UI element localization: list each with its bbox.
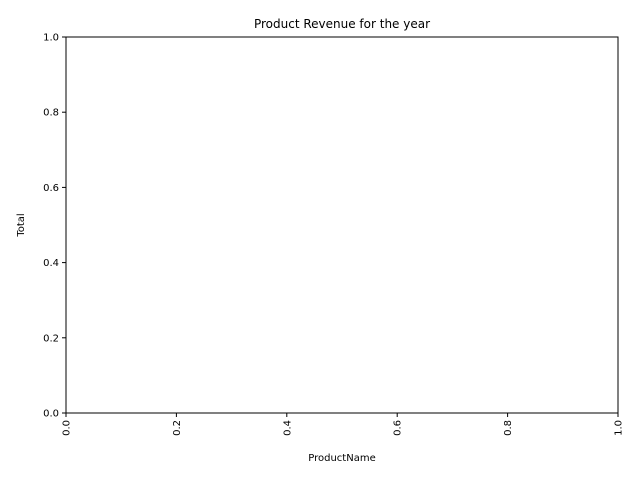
y-tick-label: 1.0 — [43, 33, 59, 44]
plot-frame — [65, 36, 619, 414]
x-tick-label: 0.4 — [282, 420, 293, 436]
y-axis-ticks: 0.0 0.2 0.4 0.6 0.8 1.0 — [43, 33, 66, 420]
x-tick-label: 0.8 — [503, 420, 514, 436]
x-tick-label: 0.2 — [172, 420, 183, 436]
y-tick-label: 0.4 — [43, 258, 59, 269]
x-tick-label: 1.0 — [614, 420, 625, 436]
chart-title: Product Revenue for the year — [254, 17, 430, 31]
x-tick-label: 0.0 — [62, 420, 73, 436]
y-tick-label: 0.2 — [43, 333, 59, 344]
x-tick-label: 0.6 — [393, 420, 404, 436]
y-tick-label: 0.8 — [43, 108, 59, 119]
x-axis-ticks: 0.0 0.2 0.4 0.6 0.8 1.0 — [62, 413, 625, 436]
y-axis-label: Total — [16, 213, 27, 237]
y-tick-label: 0.0 — [43, 409, 59, 420]
x-axis-label: ProductName — [308, 453, 375, 464]
y-tick-label: 0.6 — [43, 183, 59, 194]
